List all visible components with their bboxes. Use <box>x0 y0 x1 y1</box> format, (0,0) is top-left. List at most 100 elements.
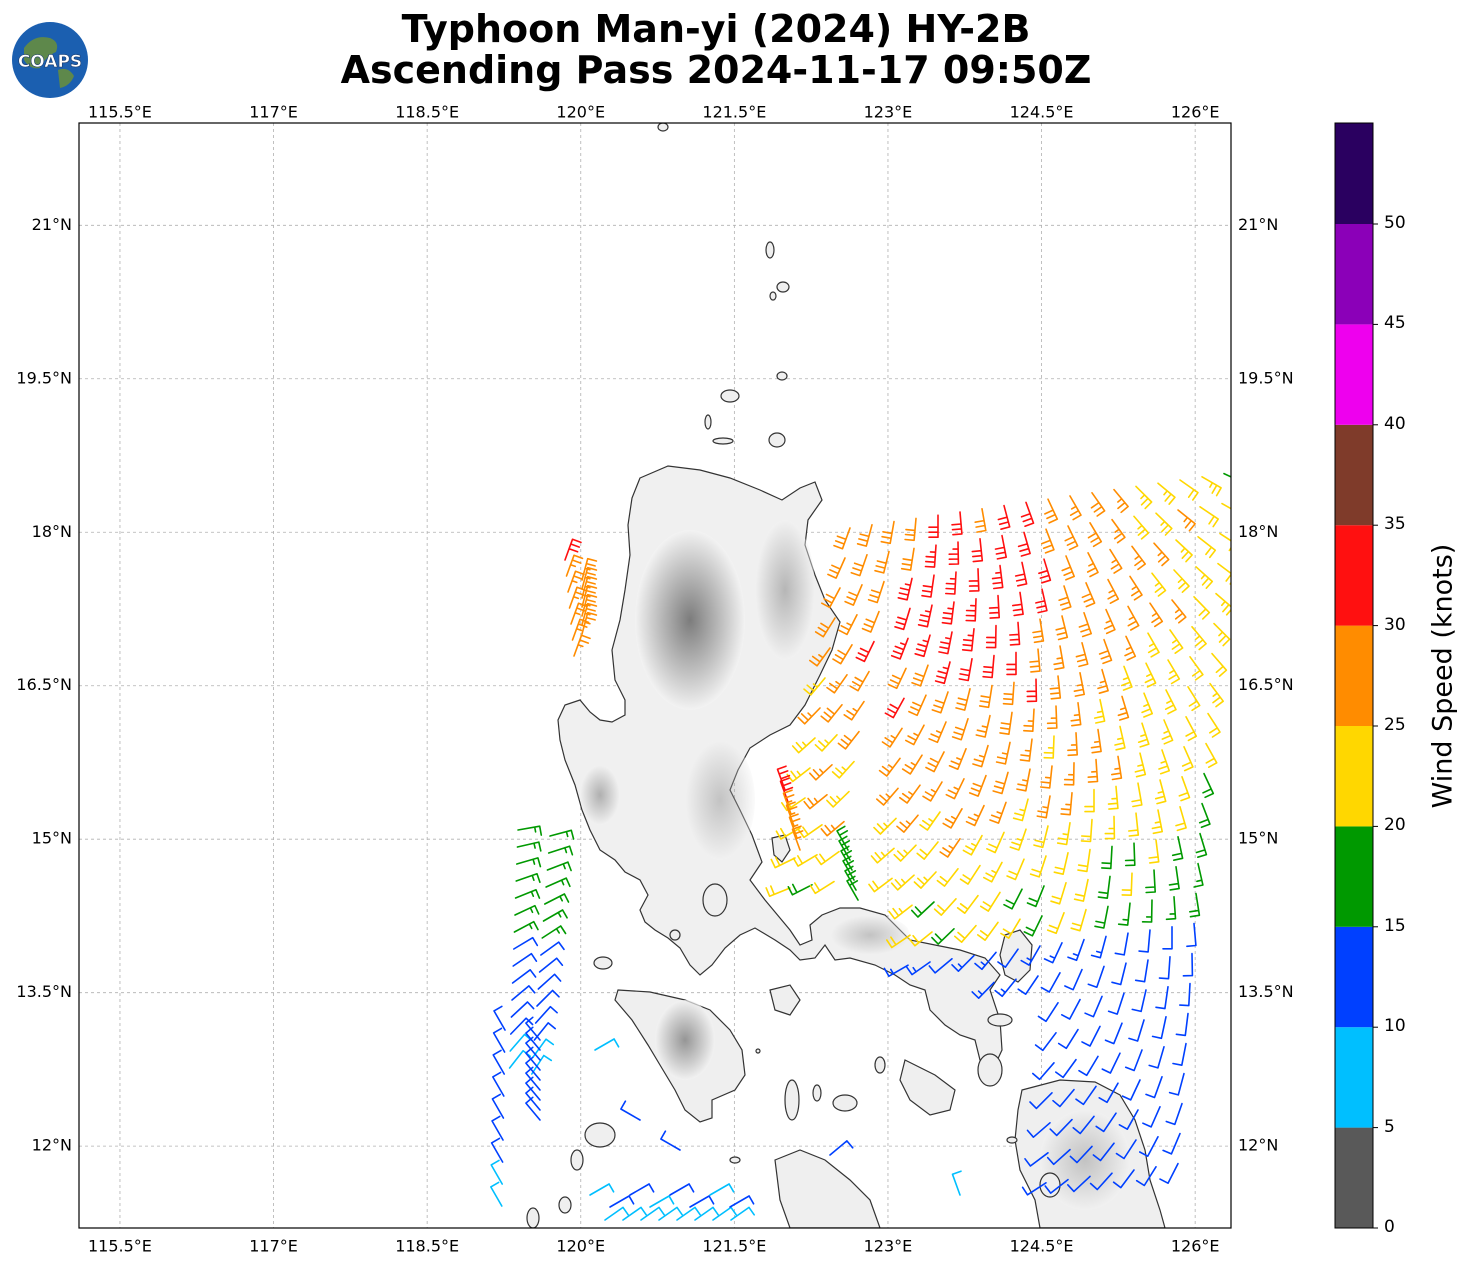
map-frame <box>78 122 1232 1229</box>
wind-barb <box>581 584 598 608</box>
wind-barb <box>849 670 870 692</box>
wind-barb <box>1148 1046 1165 1069</box>
wind-barb <box>1185 716 1198 742</box>
wind-barb <box>1014 561 1028 587</box>
wind-barb <box>512 952 538 967</box>
wind-barb <box>581 557 598 581</box>
wind-barb <box>1197 536 1217 559</box>
wind-barb <box>1063 762 1075 786</box>
wind-barb <box>908 694 927 717</box>
wind-barb <box>1144 662 1157 688</box>
wind-barb <box>1189 892 1201 918</box>
wind-barb <box>1057 1028 1079 1050</box>
wind-barb <box>581 593 598 617</box>
wind-barb <box>971 538 984 563</box>
wind-barb <box>1137 722 1150 748</box>
wind-barb <box>1097 668 1109 694</box>
wind-barb <box>658 1206 683 1221</box>
wind-barb <box>609 1195 635 1208</box>
colorbar-segment <box>1335 926 1373 1028</box>
wind-barb <box>1179 479 1199 501</box>
wind-barb <box>1067 938 1085 962</box>
wind-barb <box>1050 882 1067 905</box>
wind-barb <box>1131 782 1143 808</box>
wind-barb <box>861 610 880 633</box>
wind-barb <box>1181 746 1194 772</box>
colorbar <box>1334 122 1378 1229</box>
wind-barb <box>694 1206 719 1221</box>
lat-tick-label: 16.5°N <box>1238 675 1294 694</box>
wind-barb <box>1081 1025 1101 1047</box>
wind-barb <box>938 631 953 655</box>
lat-tick-label: 12°N <box>1238 1136 1278 1155</box>
wind-barb <box>1177 509 1196 532</box>
wind-barb <box>791 737 816 754</box>
wind-barb <box>1021 1182 1047 1196</box>
wind-barb <box>492 1027 506 1053</box>
wind-barb <box>511 985 536 1001</box>
wind-barb <box>1049 675 1062 700</box>
wind-barb <box>568 586 587 609</box>
wind-barb <box>797 707 821 725</box>
wind-barb <box>510 1001 535 1018</box>
wind-barb <box>1034 1032 1057 1052</box>
wind-barb <box>490 1181 503 1207</box>
wind-barb <box>542 909 568 922</box>
wind-barb <box>1148 839 1160 864</box>
wind-barb <box>826 790 850 808</box>
wind-barb <box>1158 749 1170 775</box>
wind-barb <box>513 920 539 933</box>
wind-barb <box>945 778 965 800</box>
wind-barb <box>538 957 564 973</box>
wind-barb <box>525 1026 541 1051</box>
wind-barb <box>1115 1139 1137 1160</box>
wind-barb <box>1095 1112 1117 1133</box>
colorbar-segment <box>1335 625 1373 726</box>
wind-barb <box>1006 651 1017 676</box>
wind-barb <box>1187 686 1201 712</box>
wind-barb <box>1044 1178 1069 1194</box>
wind-barb <box>1107 992 1125 1015</box>
wind-barb <box>836 825 849 851</box>
wind-barb <box>883 964 909 977</box>
wind-barb <box>934 661 951 685</box>
wind-barb <box>1024 1152 1049 1167</box>
wind-barb <box>997 504 1011 530</box>
wind-barb <box>965 804 985 827</box>
wind-barb <box>1026 1122 1051 1138</box>
wind-barb <box>951 954 975 972</box>
wind-barb <box>1219 532 1231 552</box>
wind-barb <box>959 864 981 885</box>
wind-barb <box>951 718 969 741</box>
lat-tick-label: 21°N <box>32 215 72 234</box>
wind-barb <box>581 566 598 590</box>
wind-barb <box>974 951 997 971</box>
wind-barb <box>594 1038 620 1051</box>
wind-barb <box>977 921 999 941</box>
wind-barb <box>785 801 798 827</box>
wind-barb <box>1020 945 1041 966</box>
wind-barb <box>1046 1148 1071 1166</box>
wind-barb <box>1145 1076 1163 1099</box>
wind-barb <box>1128 812 1140 837</box>
lat-tick-label: 21°N <box>1238 215 1278 234</box>
wind-barb <box>922 781 943 802</box>
wind-barb <box>541 925 567 939</box>
wind-barb <box>765 885 791 897</box>
wind-barb <box>1117 902 1131 926</box>
wind-barb <box>820 820 845 837</box>
lat-tick-label: 16.5°N <box>16 675 72 694</box>
lon-tick-label: 118.5°E <box>395 1237 459 1256</box>
wind-barb <box>931 691 949 714</box>
wind-barb <box>490 1159 503 1185</box>
wind-barb <box>492 1071 505 1097</box>
colorbar-tick-label: 0 <box>1384 1217 1395 1237</box>
wind-barb <box>1087 758 1099 783</box>
wind-barb <box>831 760 855 779</box>
wind-barb <box>972 744 989 768</box>
masbate-island <box>899 1059 956 1116</box>
wind-barb <box>942 808 963 829</box>
wind-barb <box>1173 569 1190 593</box>
lon-tick-label: 124.5°E <box>1010 1237 1074 1256</box>
wind-barb <box>604 1206 629 1221</box>
